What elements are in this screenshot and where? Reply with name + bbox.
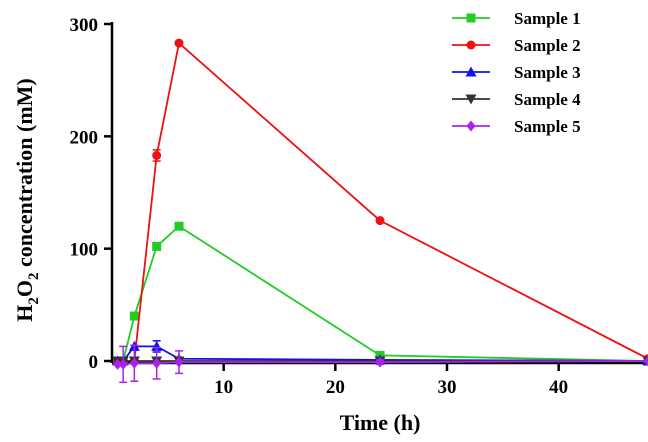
x-tick-label: 30 (438, 377, 457, 398)
x-axis-title: Time (h) (340, 410, 421, 435)
data-point (129, 357, 139, 369)
legend-item: Sample 3 (452, 63, 581, 82)
series-layer (112, 38, 648, 384)
legend-label: Sample 5 (514, 117, 581, 136)
y-title-sub-1: 2 (26, 297, 42, 305)
data-point (152, 357, 162, 369)
series-1 (113, 221, 648, 366)
legend-swatch-marker (466, 120, 476, 132)
data-point (113, 358, 123, 370)
x-ticks: 10 20 30 40 (214, 363, 568, 398)
data-point (129, 311, 139, 321)
legend-label: Sample 1 (514, 9, 581, 28)
x-tick-label: 40 (549, 377, 568, 398)
y-tick-label: 300 (70, 15, 99, 36)
y-ticks: 0 100 200 300 (70, 15, 112, 373)
x-tick-label: 20 (326, 377, 345, 398)
legend-swatch-marker (465, 66, 477, 77)
data-point (174, 38, 184, 48)
data-point (174, 356, 184, 368)
data-point (643, 355, 648, 367)
y-title-o: O (12, 280, 37, 297)
legend-label: Sample 2 (514, 36, 581, 55)
legend-label: Sample 3 (514, 63, 581, 82)
legend-swatch-marker (466, 40, 476, 50)
legend-item: Sample 2 (452, 36, 581, 55)
data-point (152, 150, 162, 160)
data-point (151, 340, 163, 351)
y-tick-label: 100 (70, 240, 99, 261)
data-point (375, 356, 385, 368)
legend-item: Sample 5 (452, 117, 581, 136)
series-2 (113, 38, 648, 366)
data-point (174, 221, 184, 231)
y-tick-label: 0 (89, 352, 99, 373)
y-tick-label: 200 (70, 127, 99, 148)
y-title-h: H (12, 305, 37, 322)
x-tick-label: 10 (214, 377, 233, 398)
data-point (118, 358, 128, 370)
y-axis-title: H2O2 concentration (mM) (12, 78, 42, 322)
y-title-rest: concentration (mM) (12, 78, 37, 272)
data-point (375, 216, 385, 226)
plot-area: 0 100 200 300 10 20 30 40 (70, 15, 648, 398)
legend-item: Sample 1 (452, 9, 581, 28)
y-title-sub-2: 2 (26, 273, 42, 281)
legend-swatch-marker (466, 13, 476, 23)
legend: Sample 1 Sample 2 Sample 3 Sample 4 Sample 5 (452, 9, 581, 136)
legend-swatch-marker (465, 94, 477, 105)
legend-item: Sample 4 (452, 90, 581, 109)
legend-label: Sample 4 (514, 90, 581, 109)
series-line (117, 225, 648, 362)
series-5 (113, 344, 648, 384)
data-point (152, 241, 162, 251)
